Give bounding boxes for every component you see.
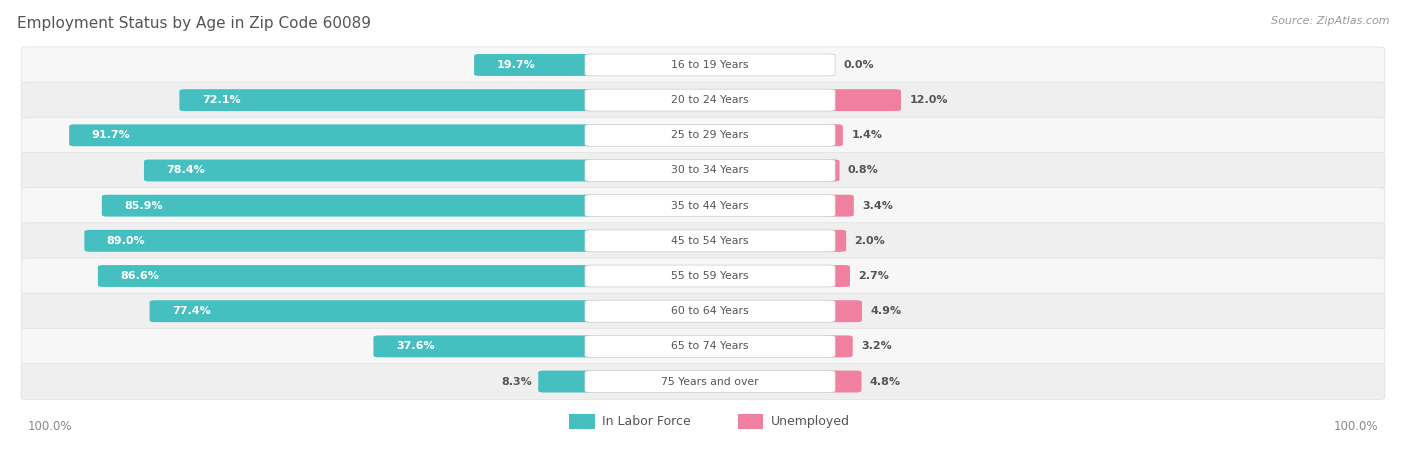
FancyBboxPatch shape bbox=[21, 47, 1385, 83]
FancyBboxPatch shape bbox=[569, 414, 595, 429]
Text: 100.0%: 100.0% bbox=[1333, 420, 1378, 433]
FancyBboxPatch shape bbox=[738, 414, 763, 429]
FancyBboxPatch shape bbox=[21, 188, 1385, 224]
FancyBboxPatch shape bbox=[824, 336, 852, 357]
FancyBboxPatch shape bbox=[585, 195, 835, 216]
FancyBboxPatch shape bbox=[824, 89, 901, 111]
Text: 100.0%: 100.0% bbox=[28, 420, 73, 433]
FancyBboxPatch shape bbox=[143, 160, 596, 181]
FancyBboxPatch shape bbox=[180, 89, 596, 111]
Text: 8.3%: 8.3% bbox=[502, 377, 533, 387]
FancyBboxPatch shape bbox=[21, 82, 1385, 118]
Text: 77.4%: 77.4% bbox=[172, 306, 211, 316]
FancyBboxPatch shape bbox=[149, 300, 596, 322]
FancyBboxPatch shape bbox=[585, 230, 835, 252]
FancyBboxPatch shape bbox=[98, 265, 596, 287]
FancyBboxPatch shape bbox=[21, 152, 1385, 189]
Text: 55 to 59 Years: 55 to 59 Years bbox=[671, 271, 749, 281]
FancyBboxPatch shape bbox=[84, 230, 596, 252]
Text: 3.4%: 3.4% bbox=[862, 201, 893, 211]
FancyBboxPatch shape bbox=[538, 371, 596, 392]
FancyBboxPatch shape bbox=[585, 124, 835, 146]
FancyBboxPatch shape bbox=[824, 160, 839, 181]
FancyBboxPatch shape bbox=[824, 265, 851, 287]
FancyBboxPatch shape bbox=[824, 300, 862, 322]
FancyBboxPatch shape bbox=[474, 54, 596, 76]
Text: 0.8%: 0.8% bbox=[848, 166, 879, 175]
FancyBboxPatch shape bbox=[585, 300, 835, 322]
FancyBboxPatch shape bbox=[374, 336, 596, 357]
FancyBboxPatch shape bbox=[585, 89, 835, 111]
FancyBboxPatch shape bbox=[21, 223, 1385, 259]
Text: 16 to 19 Years: 16 to 19 Years bbox=[671, 60, 749, 70]
Text: 0.0%: 0.0% bbox=[844, 60, 875, 70]
Text: 19.7%: 19.7% bbox=[496, 60, 536, 70]
Text: 60 to 64 Years: 60 to 64 Years bbox=[671, 306, 749, 316]
Text: 85.9%: 85.9% bbox=[124, 201, 163, 211]
Text: 12.0%: 12.0% bbox=[910, 95, 948, 105]
Text: 91.7%: 91.7% bbox=[91, 130, 131, 140]
FancyBboxPatch shape bbox=[21, 117, 1385, 153]
Text: In Labor Force: In Labor Force bbox=[602, 415, 690, 428]
FancyBboxPatch shape bbox=[21, 364, 1385, 400]
Text: 4.9%: 4.9% bbox=[870, 306, 901, 316]
Text: 30 to 34 Years: 30 to 34 Years bbox=[671, 166, 749, 175]
Text: 1.4%: 1.4% bbox=[851, 130, 883, 140]
FancyBboxPatch shape bbox=[585, 54, 835, 76]
Text: Employment Status by Age in Zip Code 60089: Employment Status by Age in Zip Code 600… bbox=[17, 16, 371, 31]
Text: 25 to 29 Years: 25 to 29 Years bbox=[671, 130, 749, 140]
Text: 2.7%: 2.7% bbox=[859, 271, 889, 281]
FancyBboxPatch shape bbox=[824, 124, 842, 146]
FancyBboxPatch shape bbox=[824, 371, 862, 392]
Text: 4.8%: 4.8% bbox=[870, 377, 901, 387]
Text: 45 to 54 Years: 45 to 54 Years bbox=[671, 236, 749, 246]
Text: 20 to 24 Years: 20 to 24 Years bbox=[671, 95, 749, 105]
Text: 2.0%: 2.0% bbox=[855, 236, 886, 246]
FancyBboxPatch shape bbox=[824, 230, 846, 252]
FancyBboxPatch shape bbox=[585, 265, 835, 287]
Text: 75 Years and over: 75 Years and over bbox=[661, 377, 759, 387]
Text: 86.6%: 86.6% bbox=[121, 271, 159, 281]
Text: 78.4%: 78.4% bbox=[166, 166, 205, 175]
Text: 35 to 44 Years: 35 to 44 Years bbox=[671, 201, 749, 211]
Text: 89.0%: 89.0% bbox=[107, 236, 145, 246]
FancyBboxPatch shape bbox=[585, 371, 835, 392]
Text: 37.6%: 37.6% bbox=[396, 341, 434, 351]
Text: 72.1%: 72.1% bbox=[202, 95, 240, 105]
FancyBboxPatch shape bbox=[101, 195, 596, 216]
Text: Unemployed: Unemployed bbox=[770, 415, 849, 428]
Text: Source: ZipAtlas.com: Source: ZipAtlas.com bbox=[1271, 16, 1389, 26]
FancyBboxPatch shape bbox=[585, 160, 835, 181]
FancyBboxPatch shape bbox=[69, 124, 596, 146]
Text: 65 to 74 Years: 65 to 74 Years bbox=[671, 341, 749, 351]
FancyBboxPatch shape bbox=[585, 336, 835, 357]
FancyBboxPatch shape bbox=[824, 195, 853, 216]
FancyBboxPatch shape bbox=[21, 293, 1385, 329]
FancyBboxPatch shape bbox=[21, 258, 1385, 294]
Text: 3.2%: 3.2% bbox=[860, 341, 891, 351]
FancyBboxPatch shape bbox=[21, 328, 1385, 364]
